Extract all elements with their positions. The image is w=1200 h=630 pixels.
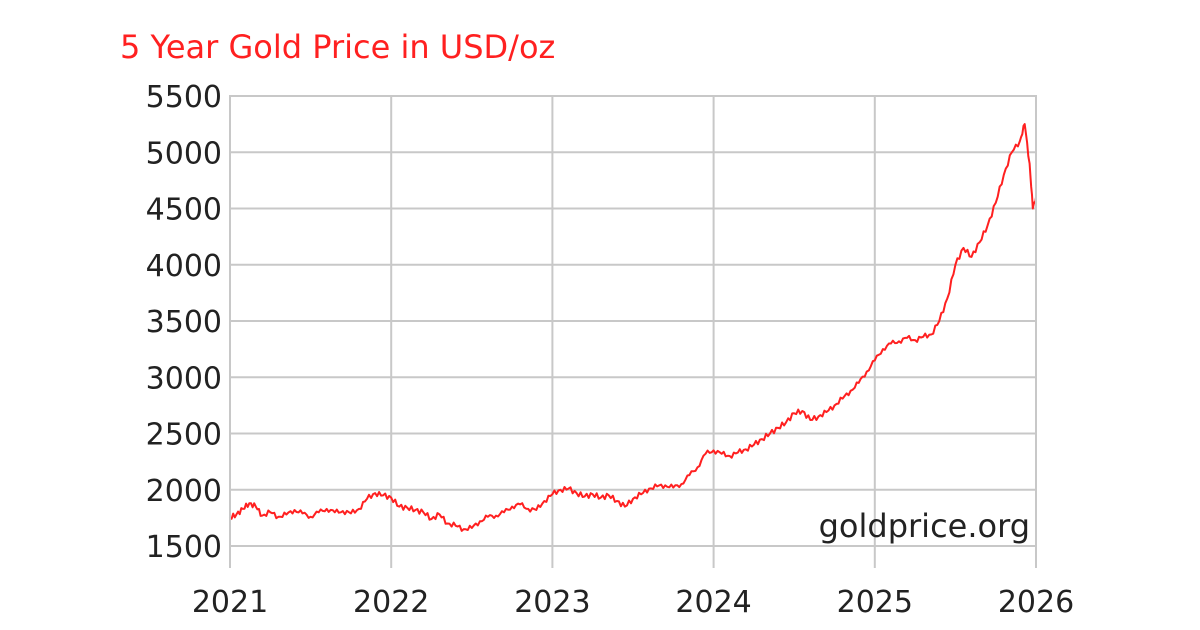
y-tick-label: 2500	[146, 418, 222, 453]
watermark-text: goldprice.org	[819, 507, 1030, 545]
x-axis-ticks: 2021 2022 2023 2024 2025 2026	[192, 585, 1074, 620]
x-tick-label: 2021	[192, 585, 268, 620]
y-tick-label: 3500	[146, 305, 222, 340]
y-tick-label: 5000	[146, 136, 222, 171]
y-tick-label: 3000	[146, 361, 222, 396]
series-line-gold-price	[229, 123, 1037, 532]
x-tick-label: 2026	[998, 585, 1074, 620]
x-tick-label: 2023	[514, 585, 590, 620]
grid	[229, 95, 1037, 568]
plot-frame	[229, 95, 1037, 547]
y-tick-label: 4500	[146, 193, 222, 228]
y-tick-label: 2000	[146, 474, 222, 509]
x-tick-label: 2022	[353, 585, 429, 620]
y-tick-label: 1500	[146, 530, 222, 565]
y-tick-label: 5500	[146, 80, 222, 115]
chart-title: 5 Year Gold Price in USD/oz	[120, 28, 555, 66]
x-tick-label: 2024	[675, 585, 751, 620]
y-tick-label: 4000	[146, 249, 222, 284]
x-tick-label: 2025	[837, 585, 913, 620]
y-axis-ticks: 1500 2000 2500 3000 3500 4000 4500 5000 5500	[146, 80, 222, 565]
